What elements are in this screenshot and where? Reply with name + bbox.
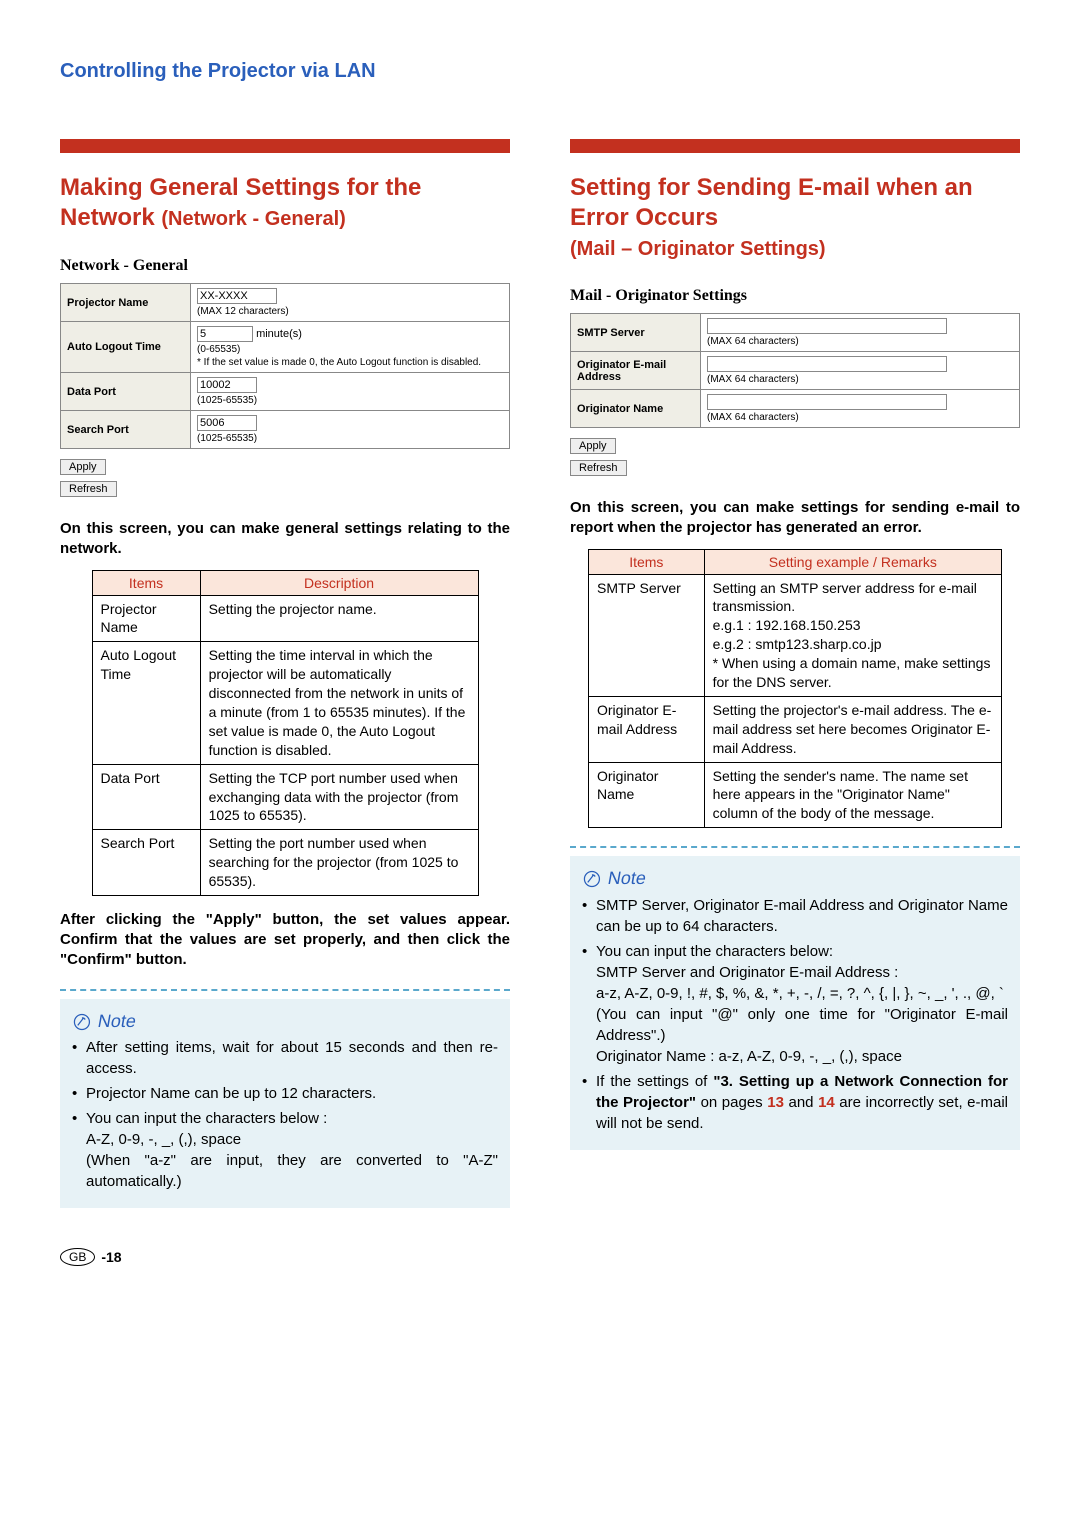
note-item: You can input the characters below: SMTP…	[582, 941, 1008, 1067]
apply-button[interactable]: Apply	[570, 438, 616, 454]
projector-name-input[interactable]	[197, 288, 277, 304]
region-badge: GB	[60, 1248, 95, 1266]
table-cell: Setting the time interval in which the p…	[200, 642, 478, 764]
field-hint: (MAX 64 characters)	[707, 336, 1013, 347]
unit-label: minute(s)	[256, 328, 302, 340]
table-cell: Setting the sender's name. The name set …	[704, 762, 1001, 828]
note-box: Note After setting items, wait for about…	[60, 999, 510, 1209]
divider-bar	[60, 139, 510, 153]
field-hint: (0-65535)	[197, 344, 503, 355]
data-port-input[interactable]	[197, 377, 257, 393]
note-text: If the settings of	[596, 1073, 713, 1090]
field-label: Originator E-mail Address	[571, 352, 701, 390]
page-title: Controlling the Projector via LAN	[60, 60, 1020, 83]
left-column: Making General Settings for the Network …	[60, 139, 510, 1208]
network-items-table: Items Description Projector NameSetting …	[92, 570, 479, 896]
table-cell: Setting the TCP port number used when ex…	[200, 764, 478, 830]
table-cell: Projector Name	[92, 595, 200, 642]
field-hint: * If the set value is made 0, the Auto L…	[197, 357, 503, 368]
field-hint: (MAX 64 characters)	[707, 412, 1013, 423]
table-cell: SMTP Server	[589, 574, 705, 696]
network-general-form: Projector Name (MAX 12 characters) Auto …	[60, 283, 510, 449]
field-label: Search Port	[61, 411, 191, 449]
form-heading: Network - General	[60, 257, 510, 275]
table-cell: Setting an SMTP server address for e-mai…	[704, 574, 1001, 696]
note-text: SMTP Server and Originator E-mail Addres…	[596, 964, 898, 981]
divider-bar	[570, 139, 1020, 153]
after-paragraph: After clicking the "Apply" button, the s…	[60, 910, 510, 971]
table-cell: Originator Name	[589, 762, 705, 828]
field-label: Projector Name	[61, 284, 191, 322]
table-header: Description	[200, 570, 478, 595]
note-icon	[72, 1011, 92, 1031]
field-hint: (MAX 64 characters)	[707, 374, 1013, 385]
field-label: Originator Name	[571, 390, 701, 428]
refresh-button[interactable]: Refresh	[60, 481, 117, 497]
note-divider-line	[570, 846, 1020, 848]
page-number: -18	[101, 1249, 121, 1265]
table-header: Items	[589, 549, 705, 574]
note-label: Note	[96, 1009, 138, 1034]
note-box: Note SMTP Server, Originator E-mail Addr…	[570, 856, 1020, 1150]
section-title-main: Setting for Sending E-mail when an Error…	[570, 174, 973, 231]
note-text: Originator Name : a-z, A-Z, 0-9, -, _, (…	[596, 1048, 902, 1065]
field-hint: (1025-65535)	[197, 395, 503, 406]
field-hint: (MAX 12 characters)	[197, 306, 503, 317]
note-item: Projector Name can be up to 12 character…	[72, 1083, 498, 1104]
mail-originator-form: SMTP Server (MAX 64 characters) Originat…	[570, 313, 1020, 428]
field-hint: (1025-65535)	[197, 433, 503, 444]
description-text: On this screen, you can make settings fo…	[570, 498, 1020, 539]
note-label: Note	[606, 866, 648, 891]
table-header: Setting example / Remarks	[704, 549, 1001, 574]
note-heading: Note	[70, 1009, 138, 1034]
right-column: Setting for Sending E-mail when an Error…	[570, 139, 1020, 1208]
field-label: Data Port	[61, 373, 191, 411]
auto-logout-input[interactable]	[197, 326, 253, 342]
mail-items-table: Items Setting example / Remarks SMTP Ser…	[588, 549, 1002, 829]
table-cell: Search Port	[92, 830, 200, 896]
page-link[interactable]: 14	[818, 1094, 835, 1111]
description-text: On this screen, you can make general set…	[60, 519, 510, 560]
note-text: a-z, A-Z, 0-9, !, #, $, %, &, *, +, -, /…	[596, 985, 1004, 1002]
section-title-sub: (Mail – Originator Settings)	[570, 238, 826, 260]
table-cell: Originator E-mail Address	[589, 696, 705, 762]
note-text: (You can input "@" only one time for "Or…	[596, 1006, 1008, 1044]
page-footer: GB -18	[60, 1248, 1020, 1266]
section-title: Making General Settings for the Network …	[60, 173, 510, 233]
refresh-button[interactable]: Refresh	[570, 460, 627, 476]
table-cell: Data Port	[92, 764, 200, 830]
field-label: Auto Logout Time	[61, 322, 191, 373]
note-text: You can input the characters below:	[596, 943, 833, 960]
note-heading: Note	[580, 866, 648, 891]
table-cell: Auto Logout Time	[92, 642, 200, 764]
table-cell: Setting the projector name.	[200, 595, 478, 642]
section-title: Setting for Sending E-mail when an Error…	[570, 173, 1020, 263]
field-label: SMTP Server	[571, 314, 701, 352]
note-text: on pages	[696, 1094, 767, 1111]
table-cell: Setting the projector's e-mail address. …	[704, 696, 1001, 762]
note-item: If the settings of "3. Setting up a Netw…	[582, 1071, 1008, 1134]
originator-email-input[interactable]	[707, 356, 947, 372]
originator-name-input[interactable]	[707, 394, 947, 410]
search-port-input[interactable]	[197, 415, 257, 431]
table-header: Items	[92, 570, 200, 595]
page-link[interactable]: 13	[767, 1094, 784, 1111]
form-heading: Mail - Originator Settings	[570, 287, 1020, 305]
note-item: After setting items, wait for about 15 s…	[72, 1037, 498, 1079]
note-divider-line	[60, 989, 510, 991]
note-item: SMTP Server, Originator E-mail Address a…	[582, 895, 1008, 937]
smtp-server-input[interactable]	[707, 318, 947, 334]
table-cell: Setting the port number used when search…	[200, 830, 478, 896]
note-text: and	[784, 1094, 818, 1111]
note-icon	[582, 869, 602, 889]
note-item: You can input the characters below : A-Z…	[72, 1108, 498, 1192]
apply-button[interactable]: Apply	[60, 459, 106, 475]
section-title-sub: (Network - General)	[161, 208, 345, 230]
